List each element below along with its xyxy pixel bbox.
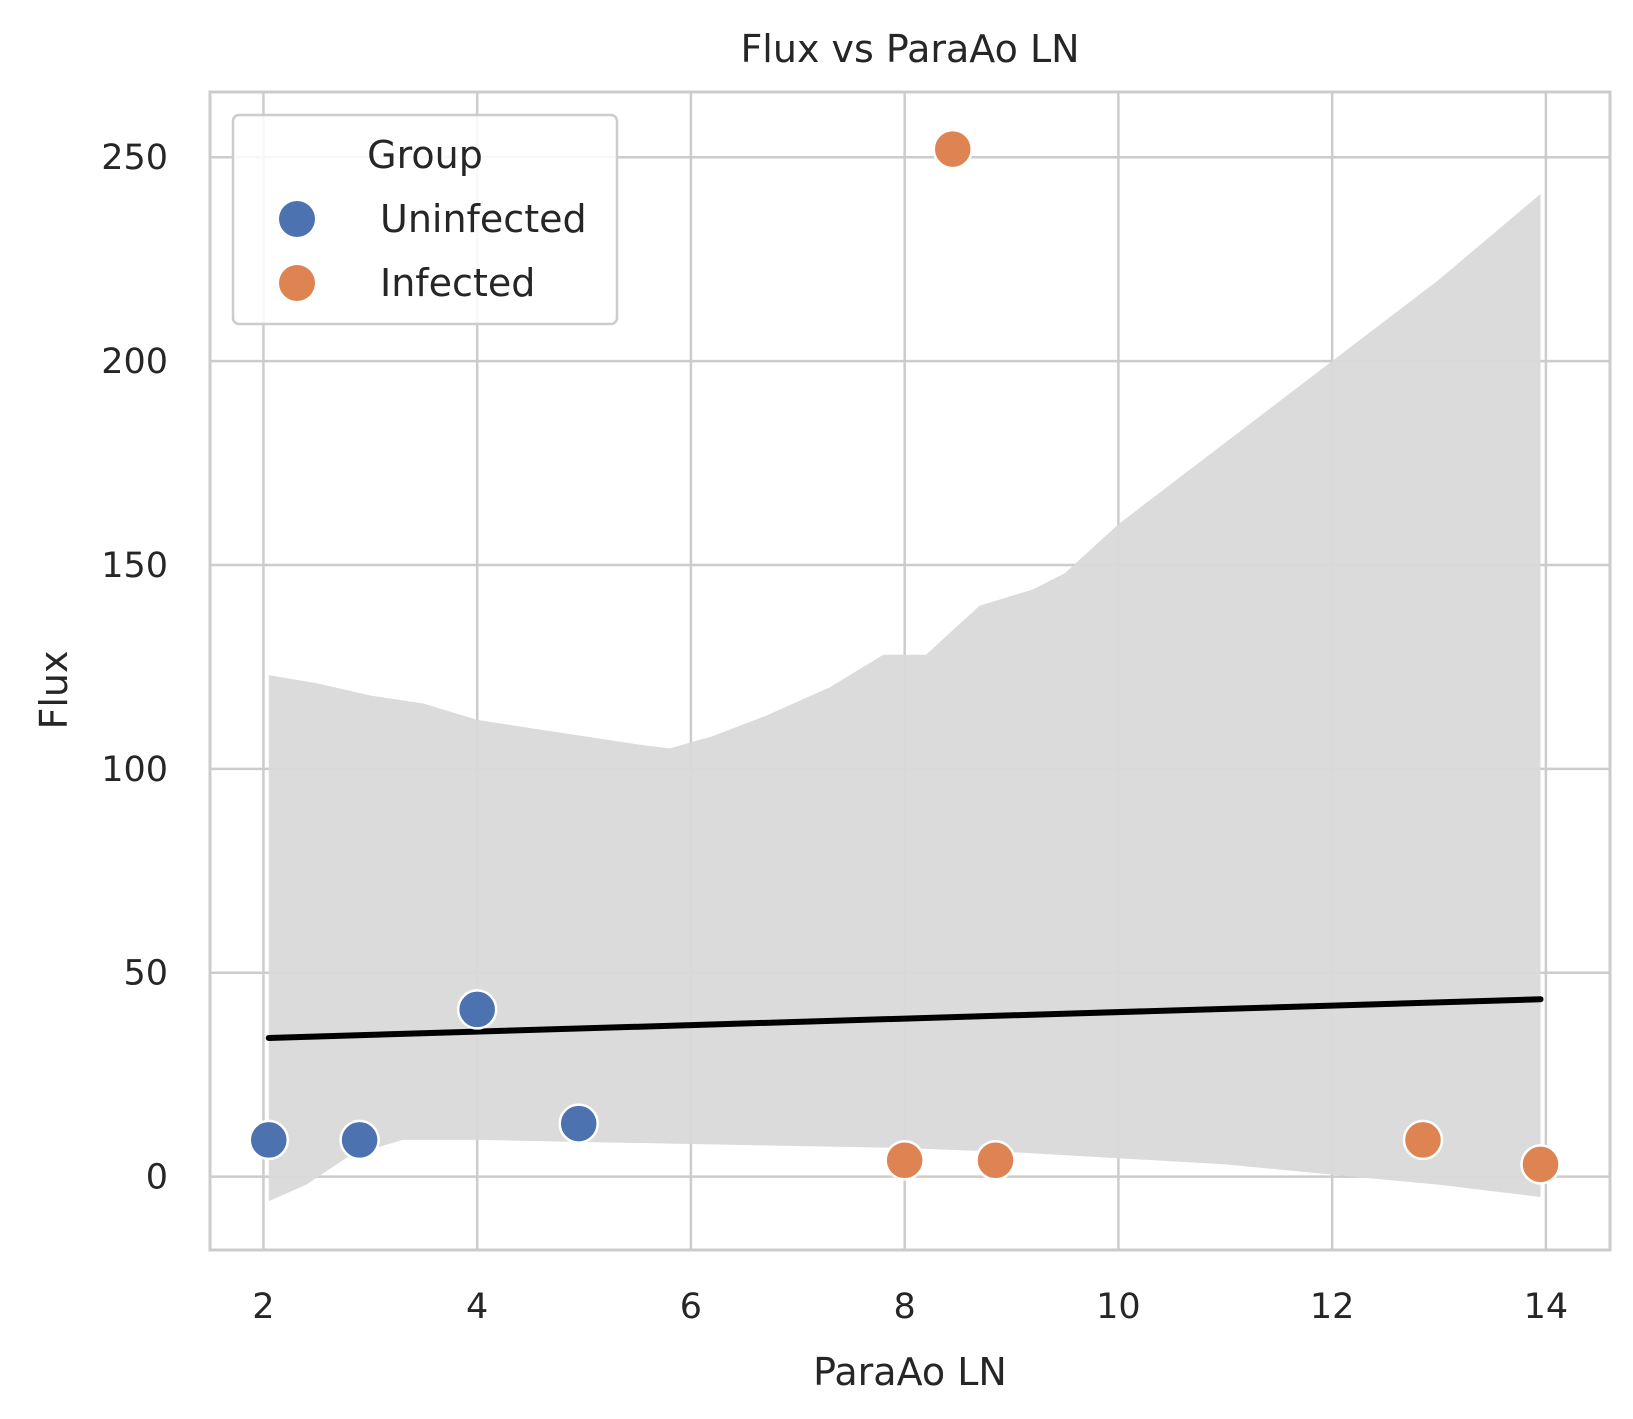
y-tick-label: 0 (146, 1158, 168, 1198)
x-tick-label: 4 (466, 1287, 488, 1327)
x-tick-labels: 2 4 6 8 10 12 14 (252, 1287, 1568, 1327)
data-points (248, 128, 1561, 1185)
confidence-band (268, 193, 1541, 1202)
legend-label-uninfected: Uninfected (380, 197, 587, 241)
point-infected (884, 1140, 925, 1181)
point-uninfected (558, 1103, 599, 1144)
x-tick-label: 8 (894, 1287, 916, 1327)
legend-marker-infected (279, 265, 315, 301)
point-infected (1402, 1119, 1444, 1161)
point-infected (1520, 1144, 1561, 1185)
x-axis-label: ParaAo LN (813, 1350, 1007, 1394)
regression-line (265, 996, 1544, 1041)
x-tick-label: 10 (1096, 1287, 1141, 1327)
x-tick-label: 6 (680, 1287, 702, 1327)
legend-label-infected: Infected (380, 261, 535, 305)
point-infected (975, 1140, 1016, 1181)
y-tick-label: 100 (101, 750, 168, 790)
x-tick-label: 12 (1310, 1287, 1355, 1327)
x-tick-label: 2 (252, 1287, 274, 1327)
y-tick-label: 250 (101, 138, 168, 178)
legend: Group Uninfected Infected (231, 113, 619, 326)
legend-marker-uninfected (279, 201, 315, 237)
y-tick-labels: 0 50 100 150 200 250 (101, 138, 168, 1197)
y-tick-label: 150 (101, 546, 168, 586)
point-uninfected (456, 989, 498, 1030)
point-infected (932, 128, 973, 170)
y-axis-label: Flux (32, 651, 76, 730)
confidence-band-area (268, 193, 1541, 1202)
y-tick-label: 50 (123, 954, 168, 994)
point-uninfected (339, 1119, 380, 1161)
x-tick-label: 14 (1524, 1287, 1569, 1327)
legend-title: Group (367, 133, 483, 177)
chart-title: Flux vs ParaAo LN (740, 27, 1079, 71)
y-tick-label: 200 (101, 342, 168, 382)
point-uninfected (248, 1119, 290, 1161)
regression-line-path (265, 996, 1544, 1041)
legend-box (231, 113, 619, 326)
